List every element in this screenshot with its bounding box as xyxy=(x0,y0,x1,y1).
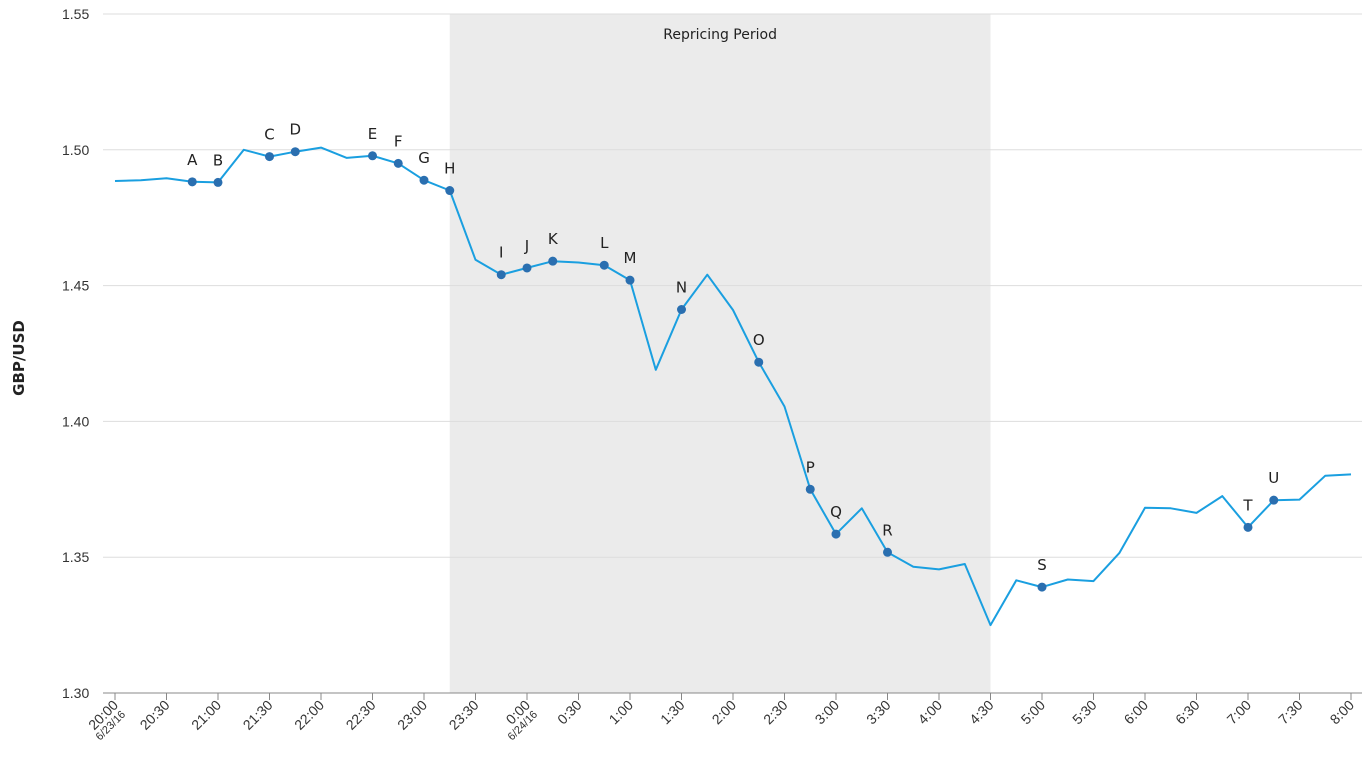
point-label-d: D xyxy=(289,121,301,139)
point-label-j: J xyxy=(524,237,529,255)
y-tick-label: 1.55 xyxy=(62,6,89,22)
x-tick-label: 5:00 xyxy=(1018,697,1049,728)
data-point-u xyxy=(1269,495,1279,505)
x-tick-label: 0:30 xyxy=(554,697,585,728)
data-point-i xyxy=(496,270,506,280)
point-label-c: C xyxy=(264,126,274,144)
point-label-p: P xyxy=(806,458,815,476)
data-point-j xyxy=(522,263,532,273)
y-tick-label: 1.40 xyxy=(62,413,89,429)
data-point-h xyxy=(445,186,455,196)
data-point-k xyxy=(548,256,558,266)
y-tick-label: 1.45 xyxy=(62,278,89,294)
x-tick-label: 5:30 xyxy=(1069,697,1100,728)
x-tick-label: 1:30 xyxy=(657,697,688,728)
data-point-l xyxy=(599,260,609,270)
x-tick-label: 6:30 xyxy=(1172,697,1203,728)
x-tick-label: 7:30 xyxy=(1275,697,1306,728)
x-tick-label: 1:00 xyxy=(606,697,637,728)
x-tick-label: 23:00 xyxy=(394,697,430,733)
data-point-a xyxy=(187,177,197,187)
x-tick-label: 21:30 xyxy=(240,697,276,733)
point-label-q: Q xyxy=(830,503,842,521)
data-point-o xyxy=(754,357,764,367)
data-point-q xyxy=(831,529,841,539)
point-label-n: N xyxy=(676,279,687,297)
data-point-f xyxy=(393,158,403,168)
point-label-t: T xyxy=(1242,496,1253,514)
point-label-g: G xyxy=(418,149,430,167)
x-tick-label: 22:30 xyxy=(343,697,379,733)
x-tick-label: 2:00 xyxy=(709,697,740,728)
y-tick-label: 1.50 xyxy=(62,142,89,158)
point-label-f: F xyxy=(394,132,403,150)
data-point-c xyxy=(265,152,274,162)
x-tick-label: 4:00 xyxy=(915,697,946,728)
data-point-e xyxy=(368,151,377,161)
point-label-r: R xyxy=(882,521,892,539)
data-point-d xyxy=(290,147,300,157)
data-point-m xyxy=(625,275,635,285)
data-point-s xyxy=(1037,582,1047,592)
x-tick-label: 20:30 xyxy=(137,697,173,733)
y-tick-label: 1.35 xyxy=(62,549,89,565)
data-point-r xyxy=(883,547,892,557)
point-label-e: E xyxy=(368,125,377,143)
point-label-m: M xyxy=(624,249,637,267)
x-tick-label: 6:00 xyxy=(1121,697,1152,728)
repricing-period-band xyxy=(449,14,991,693)
point-label-s: S xyxy=(1037,556,1047,574)
gbp-usd-series-line xyxy=(114,146,1352,627)
x-tick-label: 22:00 xyxy=(291,697,327,733)
y-axis-label: GBP/USD xyxy=(10,320,28,396)
x-tick-label: 7:00 xyxy=(1224,697,1255,728)
point-label-o: O xyxy=(753,331,765,349)
x-tick-label: 4:30 xyxy=(966,697,997,728)
data-point-p xyxy=(805,484,815,494)
point-label-u: U xyxy=(1268,469,1279,487)
point-label-l: L xyxy=(600,234,609,252)
repricing-period-label: Repricing Period xyxy=(663,27,777,43)
x-tick-label: 23:30 xyxy=(446,697,482,733)
x-tick-label: 3:00 xyxy=(812,697,843,728)
data-point-b xyxy=(213,177,223,187)
data-point-g xyxy=(419,175,429,185)
point-label-a: A xyxy=(187,151,198,169)
x-tick-label: 3:30 xyxy=(863,697,894,728)
data-point-n xyxy=(677,305,686,315)
point-label-k: K xyxy=(548,230,559,248)
point-label-b: B xyxy=(213,151,223,169)
data-point-t xyxy=(1243,522,1253,532)
x-tick-label: 8:00 xyxy=(1327,697,1358,728)
point-label-h: H xyxy=(444,160,455,178)
x-tick-label: 2:30 xyxy=(760,697,791,728)
y-tick-label: 1.30 xyxy=(62,685,89,701)
x-tick-label: 21:00 xyxy=(188,697,224,733)
point-label-i: I xyxy=(499,244,503,262)
